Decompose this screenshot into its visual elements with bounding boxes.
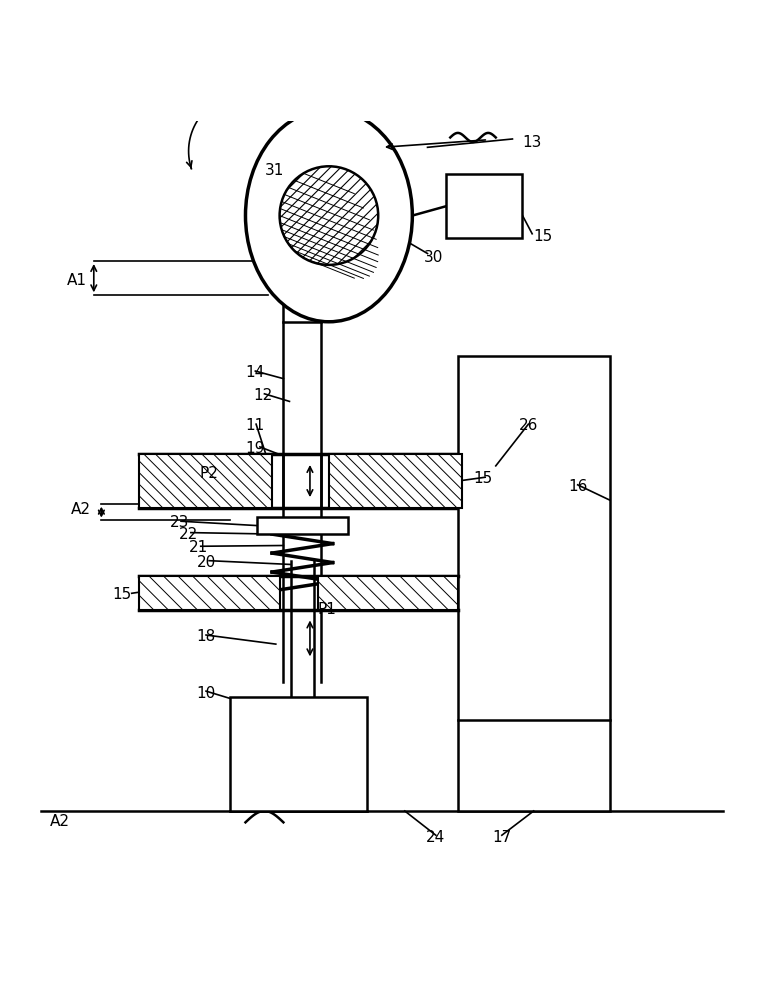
Text: 15: 15 <box>473 471 492 486</box>
Text: 10: 10 <box>196 686 215 701</box>
Circle shape <box>280 166 378 265</box>
Text: A2: A2 <box>71 502 91 517</box>
Text: 11: 11 <box>245 418 265 433</box>
Text: 19: 19 <box>245 441 265 456</box>
Ellipse shape <box>245 109 413 322</box>
Text: P1: P1 <box>318 602 336 617</box>
Text: A1: A1 <box>67 273 87 288</box>
Bar <box>230 697 367 811</box>
Bar <box>458 356 610 811</box>
Bar <box>139 576 280 610</box>
Bar <box>446 174 523 238</box>
Text: 13: 13 <box>523 135 542 150</box>
Text: 18: 18 <box>196 629 215 644</box>
Text: 30: 30 <box>424 250 443 265</box>
Text: 26: 26 <box>519 418 538 433</box>
Text: 14: 14 <box>245 365 265 380</box>
Text: 21: 21 <box>189 540 208 555</box>
Text: 22: 22 <box>179 527 198 542</box>
Bar <box>318 576 458 610</box>
Bar <box>257 517 348 534</box>
Text: 15: 15 <box>534 229 553 244</box>
Text: 15: 15 <box>113 587 132 602</box>
Bar <box>329 454 461 508</box>
Text: 31: 31 <box>264 163 283 178</box>
Text: 17: 17 <box>492 830 511 845</box>
Text: 12: 12 <box>253 388 272 403</box>
Text: 24: 24 <box>426 830 445 845</box>
Text: 23: 23 <box>170 515 189 530</box>
Text: P2: P2 <box>200 466 219 481</box>
Text: 20: 20 <box>197 555 216 570</box>
Text: 16: 16 <box>568 479 588 494</box>
Text: A2: A2 <box>50 814 70 829</box>
Bar <box>139 454 272 508</box>
